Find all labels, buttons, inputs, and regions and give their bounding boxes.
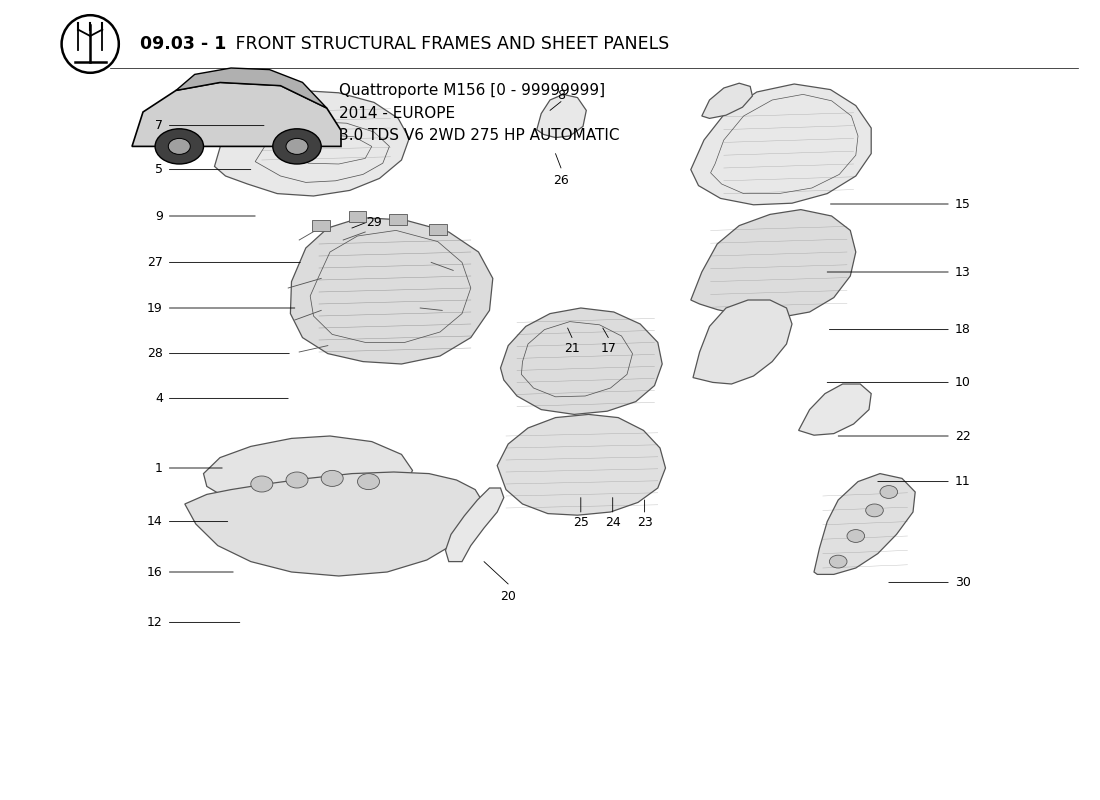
- Polygon shape: [290, 218, 493, 364]
- Polygon shape: [799, 384, 871, 435]
- Text: 19: 19: [147, 302, 163, 314]
- Circle shape: [358, 474, 379, 490]
- Text: 9: 9: [155, 210, 163, 222]
- Text: 20: 20: [500, 590, 516, 603]
- Circle shape: [847, 530, 865, 542]
- Polygon shape: [185, 472, 484, 576]
- Circle shape: [273, 129, 321, 164]
- FancyBboxPatch shape: [389, 214, 407, 225]
- Text: 15: 15: [955, 198, 970, 210]
- Circle shape: [829, 555, 847, 568]
- Text: 28: 28: [147, 347, 163, 360]
- Polygon shape: [176, 68, 327, 108]
- Text: 24: 24: [605, 516, 620, 529]
- Text: 16: 16: [147, 566, 163, 578]
- Polygon shape: [500, 308, 662, 414]
- Polygon shape: [693, 300, 792, 384]
- Polygon shape: [204, 436, 412, 508]
- Circle shape: [321, 470, 343, 486]
- Polygon shape: [691, 84, 871, 205]
- FancyBboxPatch shape: [349, 211, 366, 222]
- Circle shape: [251, 476, 273, 492]
- Circle shape: [286, 138, 308, 154]
- Text: 23: 23: [637, 516, 652, 529]
- FancyBboxPatch shape: [429, 224, 447, 235]
- Text: 27: 27: [147, 256, 163, 269]
- Circle shape: [155, 129, 204, 164]
- Text: 17: 17: [601, 342, 616, 355]
- Text: 30: 30: [955, 576, 970, 589]
- Polygon shape: [446, 488, 504, 562]
- Polygon shape: [702, 83, 752, 118]
- Polygon shape: [497, 414, 666, 515]
- Text: 13: 13: [955, 266, 970, 278]
- Text: 29: 29: [366, 216, 382, 229]
- Polygon shape: [214, 90, 409, 196]
- Text: 26: 26: [553, 174, 569, 187]
- Text: 10: 10: [955, 376, 970, 389]
- Polygon shape: [537, 94, 586, 138]
- Text: FRONT STRUCTURAL FRAMES AND SHEET PANELS: FRONT STRUCTURAL FRAMES AND SHEET PANELS: [230, 34, 669, 53]
- Text: 25: 25: [573, 516, 588, 529]
- FancyBboxPatch shape: [312, 220, 330, 231]
- Text: 12: 12: [147, 616, 163, 629]
- Polygon shape: [814, 474, 915, 574]
- Text: 14: 14: [147, 515, 163, 528]
- Circle shape: [880, 486, 898, 498]
- Polygon shape: [691, 210, 856, 318]
- Text: 5: 5: [155, 163, 163, 176]
- Text: 7: 7: [155, 119, 163, 132]
- Text: 4: 4: [155, 392, 163, 405]
- Text: 11: 11: [955, 475, 970, 488]
- Text: 3.0 TDS V6 2WD 275 HP AUTOMATIC: 3.0 TDS V6 2WD 275 HP AUTOMATIC: [339, 128, 619, 143]
- Text: 09.03 - 1: 09.03 - 1: [140, 34, 227, 53]
- Text: 1: 1: [155, 462, 163, 474]
- Circle shape: [866, 504, 883, 517]
- Text: 2014 - EUROPE: 2014 - EUROPE: [339, 106, 455, 121]
- Text: 21: 21: [564, 342, 580, 355]
- Text: 22: 22: [955, 430, 970, 442]
- Circle shape: [286, 472, 308, 488]
- Circle shape: [168, 138, 190, 154]
- Polygon shape: [132, 82, 341, 146]
- Text: Quattroporte M156 [0 - 99999999]: Quattroporte M156 [0 - 99999999]: [339, 83, 605, 98]
- Text: 8: 8: [557, 90, 565, 102]
- Text: 18: 18: [955, 323, 970, 336]
